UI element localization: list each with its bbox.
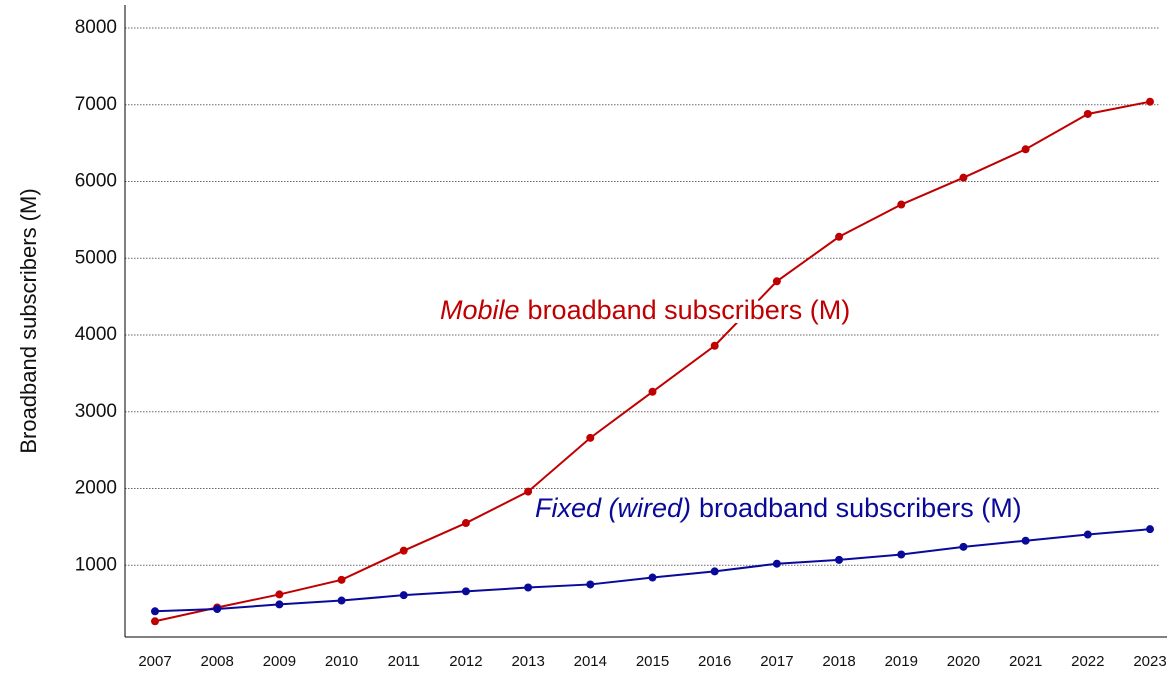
data-point <box>461 587 470 596</box>
x-tick-label: 2016 <box>698 653 731 670</box>
annotation: Mobile broadband subscribers (M) <box>440 295 850 325</box>
x-tick-label: 2015 <box>636 653 669 670</box>
annotation-italic: Mobile <box>440 295 520 325</box>
x-tick-label: 2014 <box>574 653 607 670</box>
data-point <box>835 232 844 241</box>
data-point <box>151 617 159 626</box>
data-point <box>648 573 657 582</box>
data-point <box>337 575 346 584</box>
data-point <box>897 550 906 559</box>
x-tick-label: 2018 <box>822 653 855 670</box>
data-point <box>275 590 284 599</box>
annotation-text: broadband subscribers (M) <box>699 493 1022 523</box>
y-tick-label: 4000 <box>75 324 117 345</box>
data-point <box>959 173 968 182</box>
x-tick-label: 2021 <box>1009 653 1042 670</box>
x-tick-label: 2011 <box>388 653 420 670</box>
y-tick-label: 1000 <box>75 554 117 575</box>
data-point <box>648 387 657 396</box>
x-tick-label: 2020 <box>947 653 980 670</box>
x-tick-label: 2023 <box>1133 653 1166 670</box>
data-point <box>1146 97 1154 106</box>
data-point <box>275 600 284 609</box>
data-point <box>151 607 159 616</box>
y-tick-label: 8000 <box>75 17 117 38</box>
y-tick-label: 7000 <box>75 94 117 115</box>
data-point <box>337 596 346 605</box>
annotation: Fixed (wired) broadband subscribers (M) <box>535 493 1022 523</box>
x-tick-label: 2009 <box>263 653 296 670</box>
y-tick-label: 2000 <box>75 478 117 499</box>
data-point <box>959 542 968 551</box>
data-point <box>1021 145 1030 154</box>
data-point <box>1146 525 1154 534</box>
data-point <box>586 433 595 442</box>
data-point <box>772 559 781 568</box>
x-tick-label: 2008 <box>201 653 234 670</box>
x-tick-label: 2017 <box>760 653 793 670</box>
x-tick-label: 2013 <box>511 653 544 670</box>
data-point <box>710 341 719 350</box>
y-tick-label: 3000 <box>75 401 117 422</box>
series-line <box>154 528 1151 613</box>
data-point <box>772 277 781 286</box>
data-point <box>1021 536 1030 545</box>
x-tick-label: 2010 <box>325 653 358 670</box>
data-point <box>213 604 222 613</box>
annotation-text: broadband subscribers (M) <box>528 295 851 325</box>
data-point <box>1083 109 1092 118</box>
x-tick-label: 2022 <box>1071 653 1104 670</box>
data-point <box>399 546 408 555</box>
data-point <box>461 519 470 528</box>
data-point <box>835 555 844 564</box>
data-point <box>897 200 906 209</box>
annotation-italic: Fixed (wired) <box>535 493 691 523</box>
x-tick-label: 2007 <box>138 653 171 670</box>
data-point <box>524 487 533 496</box>
data-point <box>399 591 408 600</box>
y-tick-label: 5000 <box>75 247 117 268</box>
data-point <box>1083 530 1092 539</box>
data-point <box>524 583 533 592</box>
y-tick-label: 6000 <box>75 171 117 192</box>
x-tick-label: 2012 <box>449 653 482 670</box>
x-tick-label: 2019 <box>885 653 918 670</box>
data-point <box>586 580 595 589</box>
data-point <box>710 567 719 576</box>
y-axis-label: Broadband subscribers (M) <box>16 188 41 453</box>
